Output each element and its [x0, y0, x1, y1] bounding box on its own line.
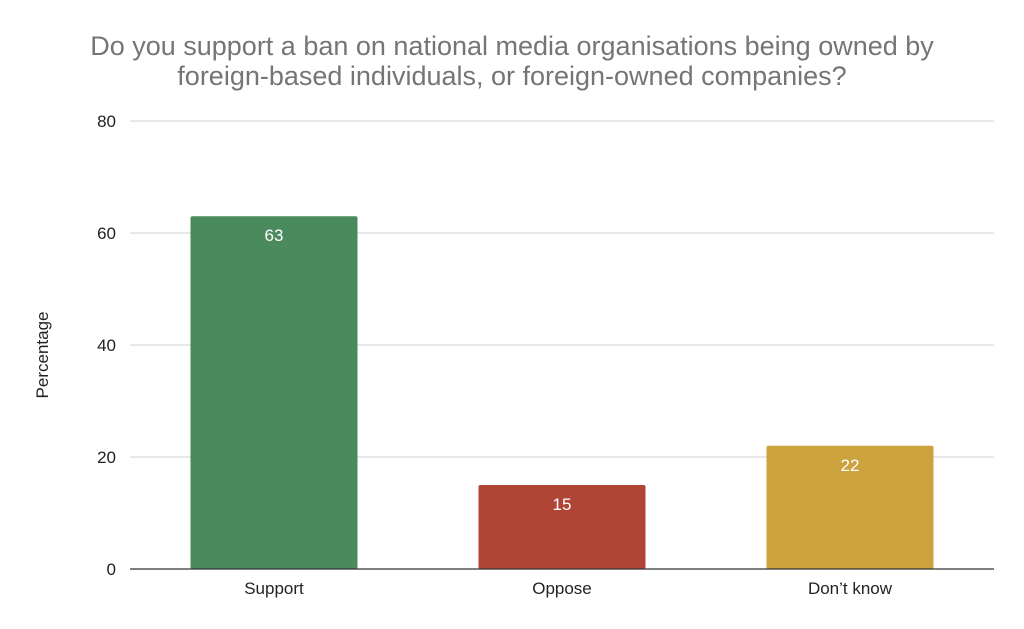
bar-support: [190, 216, 358, 569]
data-labels: 63 15 22: [265, 226, 860, 514]
bars: [190, 216, 934, 569]
chart-title: Do you support a ban on national media o…: [90, 31, 934, 91]
x-axis-ticks: Support Oppose Don’t know: [244, 579, 893, 598]
x-tick-label: Support: [244, 579, 304, 598]
y-tick-label: 0: [107, 560, 116, 579]
x-tick-label: Don’t know: [808, 579, 893, 598]
chart-title-line-1: Do you support a ban on national media o…: [90, 31, 934, 61]
data-label: 15: [553, 495, 572, 514]
chart-title-line-2: foreign-based individuals, or foreign-ow…: [177, 61, 846, 91]
y-tick-label: 60: [97, 224, 116, 243]
y-tick-label: 80: [97, 112, 116, 131]
x-tick-label: Oppose: [532, 579, 592, 598]
bar-oppose: [478, 485, 646, 569]
y-tick-label: 20: [97, 448, 116, 467]
data-label: 22: [841, 456, 860, 475]
bar-don-t-know: [766, 445, 934, 569]
data-label: 63: [265, 226, 284, 245]
y-axis-ticks: 0 20 40 60 80: [97, 112, 116, 579]
y-axis-title: Percentage: [33, 312, 52, 399]
y-tick-label: 40: [97, 336, 116, 355]
